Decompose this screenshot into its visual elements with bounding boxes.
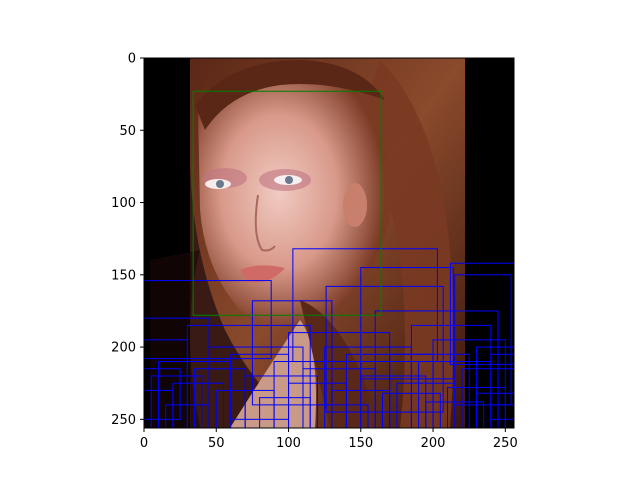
detection-box — [288, 382, 347, 428]
detection-box — [396, 382, 456, 428]
detection-box — [331, 389, 391, 428]
detection-box — [324, 346, 412, 428]
x-tick-label: 200 — [421, 436, 446, 451]
x-axis: 0 50 100 150 200 250 — [140, 428, 518, 451]
detection-box — [461, 368, 514, 428]
detection-box — [316, 404, 369, 428]
detection-box — [449, 262, 514, 365]
y-tick-label: 100 — [111, 196, 136, 211]
detection-box — [259, 397, 311, 428]
detection-box — [251, 300, 333, 406]
x-tick-label: 100 — [276, 436, 301, 451]
detection-box — [215, 389, 275, 428]
x-tick-label: 150 — [348, 436, 373, 451]
detection-box — [157, 361, 232, 428]
y-tick-label: 250 — [111, 413, 136, 428]
detection-box — [360, 267, 454, 380]
detection-box — [325, 285, 444, 413]
bounding-box-layer — [144, 90, 514, 428]
y-tick-label: 50 — [119, 124, 136, 139]
plot-frame — [143, 57, 515, 429]
detection-box — [490, 353, 514, 420]
detection-box — [150, 375, 203, 428]
y-tick-label: 150 — [111, 268, 136, 283]
detection-box — [144, 280, 272, 360]
y-tick-label: 0 — [128, 52, 136, 67]
detection-box — [292, 248, 438, 363]
detection-box — [302, 368, 376, 428]
photo-image — [144, 58, 514, 428]
detection-box — [490, 404, 514, 428]
y-tick-label: 200 — [111, 341, 136, 356]
detection-box — [425, 401, 485, 428]
detection-box — [144, 339, 188, 428]
y-axis: 0 50 100 150 200 250 — [111, 52, 144, 428]
detection-box — [381, 392, 441, 428]
detection-box — [165, 404, 210, 428]
detection-box — [144, 368, 181, 420]
x-tick-label: 250 — [493, 436, 518, 451]
detection-box — [475, 392, 514, 428]
x-tick-label: 0 — [140, 436, 148, 451]
ground-truth-box — [192, 90, 382, 316]
detection-box — [244, 375, 318, 428]
detection-box — [447, 387, 506, 428]
detection-box — [144, 389, 174, 428]
x-tick-label: 50 — [208, 436, 225, 451]
detection-box — [432, 339, 506, 428]
